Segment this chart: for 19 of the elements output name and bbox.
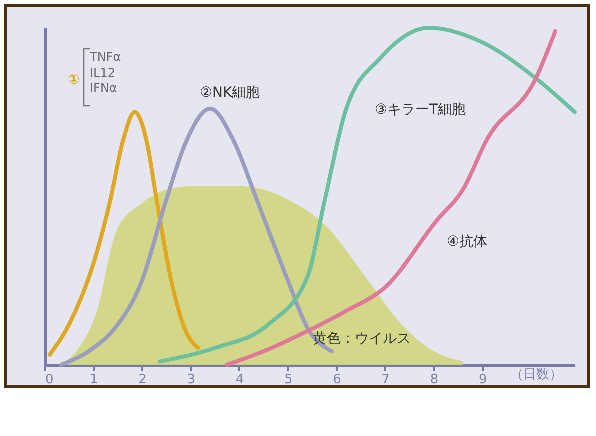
x-tick-label: 9 [478, 372, 488, 388]
series-label: ③キラーT細胞 [375, 102, 466, 118]
x-tick-label: 4 [236, 372, 244, 388]
series-label: ④抗体 [447, 234, 488, 250]
x-tick-label: 0 [46, 372, 54, 388]
x-axis-title: （日数） [510, 368, 562, 382]
x-tick-label: 8 [430, 372, 439, 388]
x-tick-label: 7 [382, 372, 390, 388]
annotation: IL12 [90, 66, 116, 80]
series-label: ②NK細胞 [200, 85, 260, 101]
x-tick-label: 5 [284, 372, 293, 388]
series-label: 黄色：ウイルス [313, 331, 411, 347]
x-tick-label: 3 [187, 372, 196, 388]
x-tick-label: 1 [90, 372, 98, 388]
annotation: TNFα [89, 50, 122, 64]
text: ① [68, 72, 80, 88]
annotation: IFNα [90, 81, 118, 95]
x-tick-label: 6 [333, 372, 342, 388]
x-tick-label: 2 [138, 372, 147, 388]
